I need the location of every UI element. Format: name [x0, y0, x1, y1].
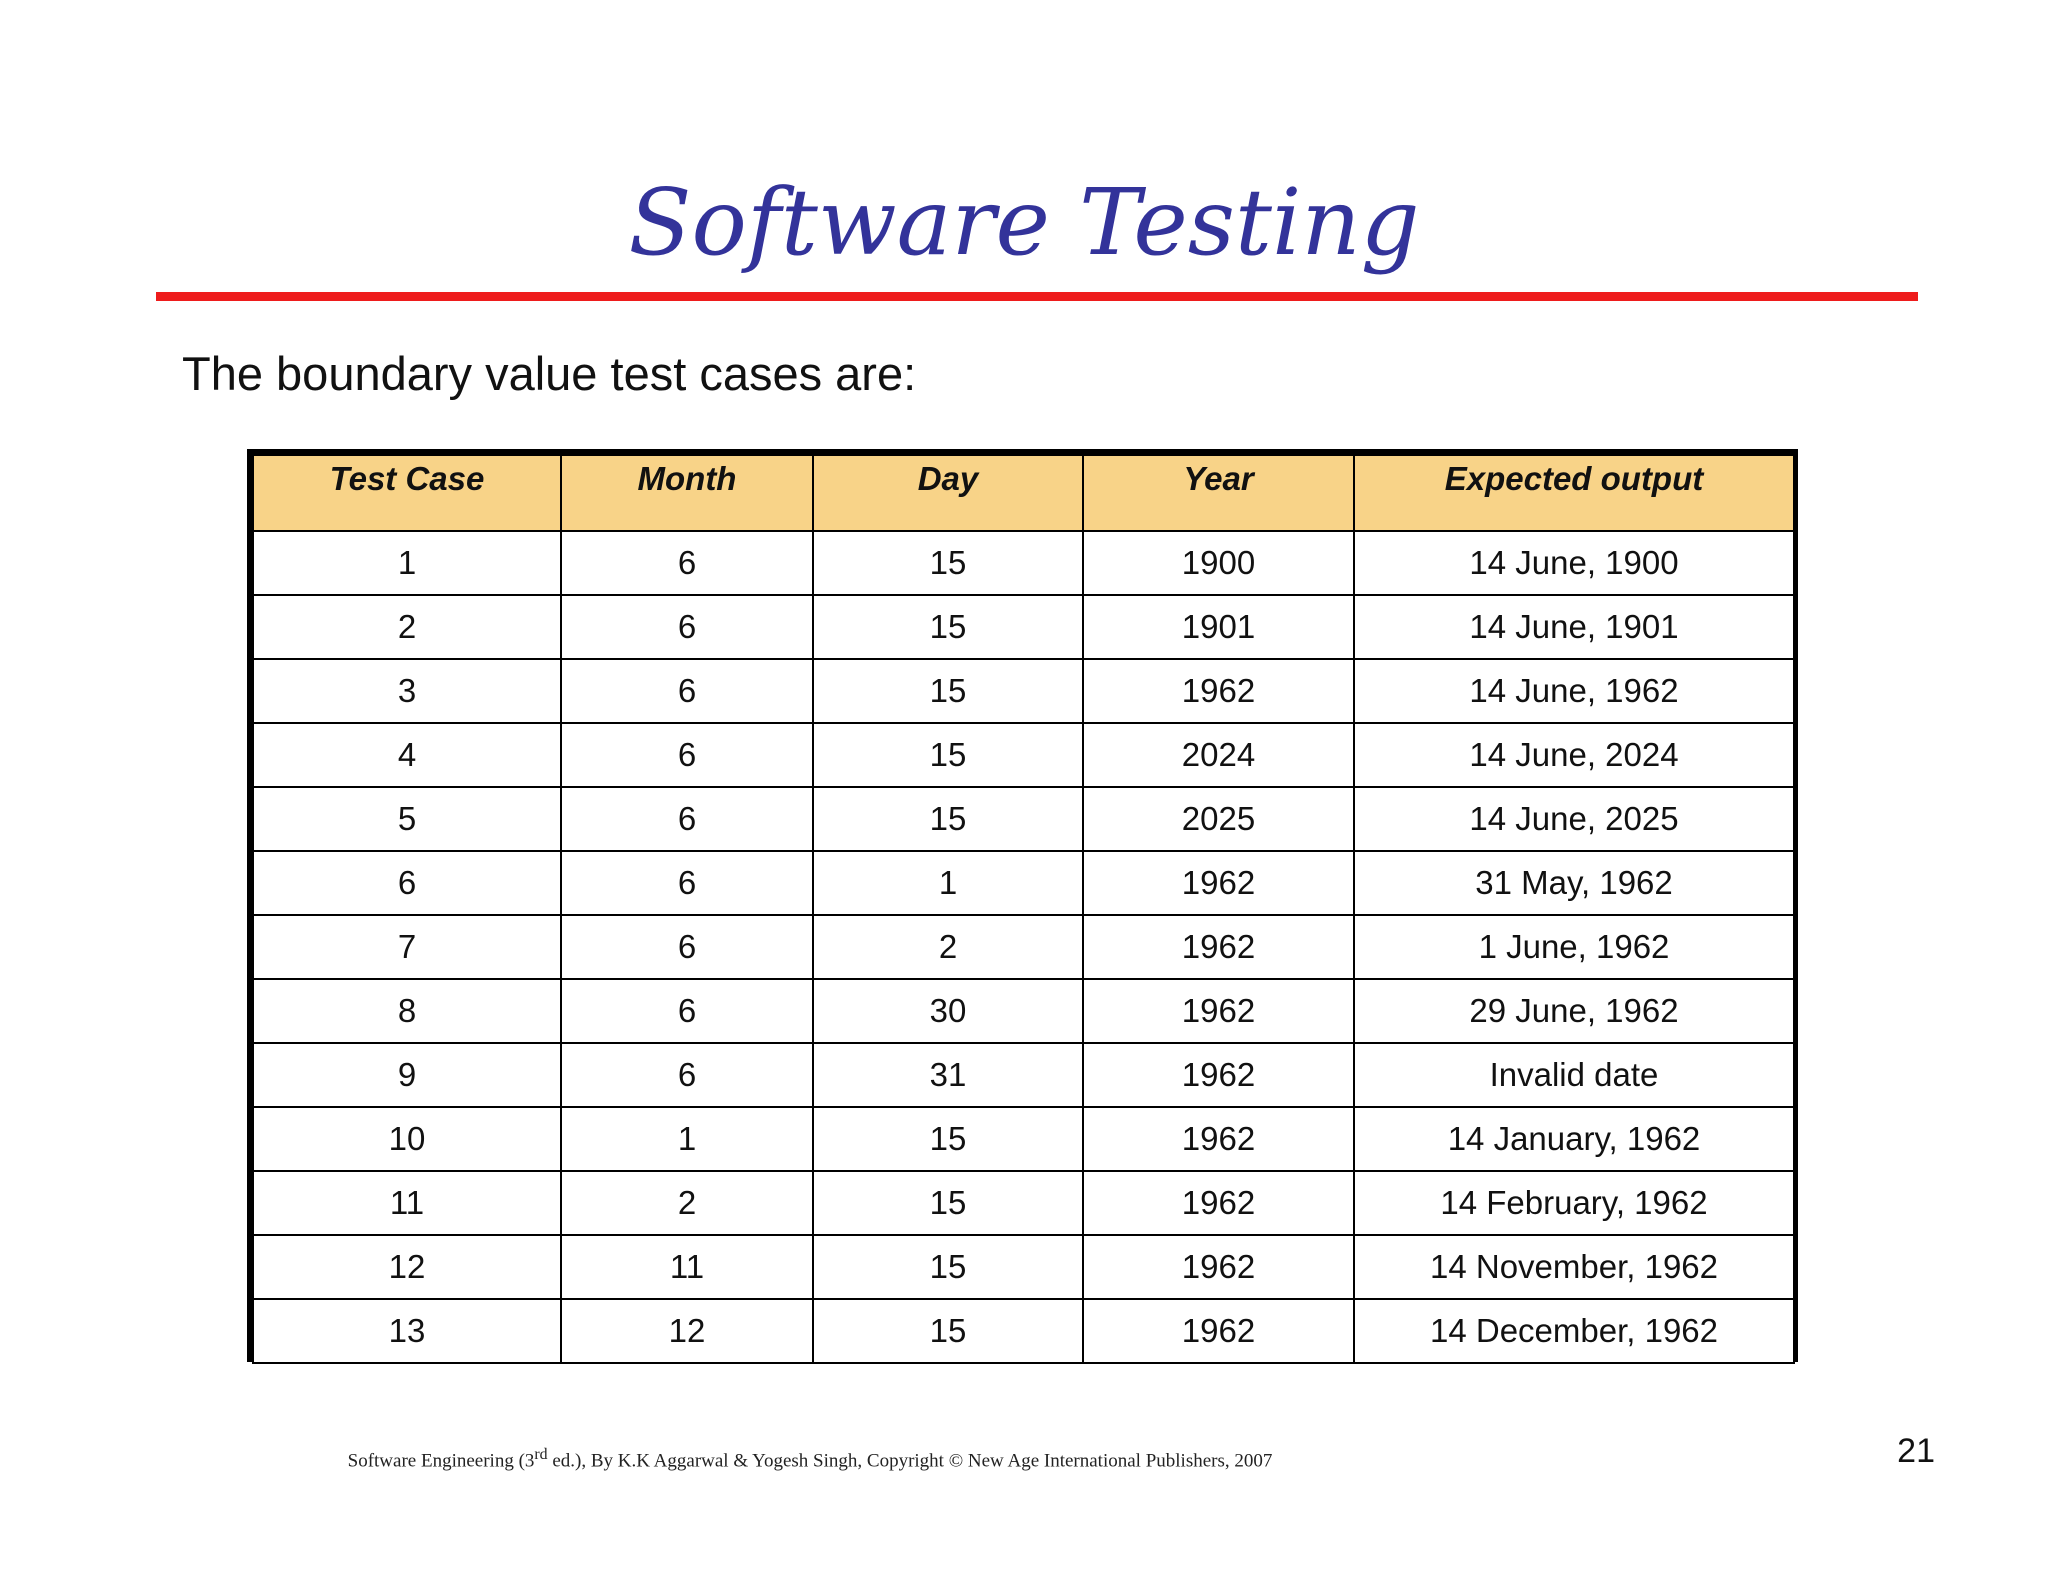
cell-test-case: 5: [252, 786, 562, 852]
footer-prefix: Software Engineering (3: [347, 1450, 535, 1472]
cell-expected-output: 31 May, 1962: [1353, 850, 1795, 916]
header-test-case: Test Case: [252, 454, 562, 532]
cell-expected-output: 14 June, 2024: [1353, 722, 1795, 788]
cell-year: 1962: [1082, 978, 1355, 1044]
header-year: Year: [1082, 454, 1355, 532]
cell-expected-output: Invalid date: [1353, 1042, 1795, 1108]
table-row: 4 6 15 2024 14 June, 2024: [252, 722, 1795, 788]
cell-test-case: 12: [252, 1234, 562, 1300]
cell-test-case: 1: [252, 530, 562, 596]
cell-year: 1962: [1082, 850, 1355, 916]
cell-day: 15: [812, 1234, 1084, 1300]
table-row: 10 1 15 1962 14 January, 1962: [252, 1106, 1795, 1172]
cell-expected-output: 1 June, 1962: [1353, 914, 1795, 980]
table-row: 1 6 15 1900 14 June, 1900: [252, 530, 1795, 596]
slide-title: Software Testing: [628, 169, 1420, 276]
cell-expected-output: 14 December, 1962: [1353, 1298, 1795, 1364]
cell-day: 2: [812, 914, 1084, 980]
cell-month: 6: [560, 786, 814, 852]
cell-year: 1962: [1082, 1234, 1355, 1300]
cell-expected-output: 14 June, 1901: [1353, 594, 1795, 660]
table-body: 1 6 15 1900 14 June, 1900 2 6 15 1901 14 June, 19…: [252, 530, 1795, 1364]
cell-month: 6: [560, 1042, 814, 1108]
cell-day: 15: [812, 658, 1084, 724]
cell-test-case: 11: [252, 1170, 562, 1236]
cell-year: 1962: [1082, 1298, 1355, 1364]
cell-day: 1: [812, 850, 1084, 916]
header-day: Day: [812, 454, 1084, 532]
cell-month: 6: [560, 530, 814, 596]
cell-year: 2025: [1082, 786, 1355, 852]
cell-day: 15: [812, 722, 1084, 788]
footer-suffix: ed.), By K.K Aggarwal & Yogesh Singh, Co…: [547, 1450, 1273, 1472]
cell-day: 15: [812, 1298, 1084, 1364]
cell-test-case: 6: [252, 850, 562, 916]
table-row: 8 6 30 1962 29 June, 1962: [252, 978, 1795, 1044]
test-case-table: Test Case Month Day Year Expected output…: [247, 449, 1798, 1364]
intro-text: The boundary value test cases are:: [182, 347, 917, 400]
cell-year: 1962: [1082, 1042, 1355, 1108]
table-row: 5 6 15 2025 14 June, 2025: [252, 786, 1795, 852]
cell-year: 2024: [1082, 722, 1355, 788]
cell-year: 1900: [1082, 530, 1355, 596]
cell-expected-output: 14 November, 1962: [1353, 1234, 1795, 1300]
cell-month: 6: [560, 914, 814, 980]
cell-month: 2: [560, 1170, 814, 1236]
cell-expected-output: 14 June, 1900: [1353, 530, 1795, 596]
cell-year: 1962: [1082, 1106, 1355, 1172]
cell-month: 6: [560, 978, 814, 1044]
table-header-row: Test Case Month Day Year Expected output: [252, 454, 1795, 532]
cell-day: 30: [812, 978, 1084, 1044]
cell-test-case: 7: [252, 914, 562, 980]
cell-expected-output: 14 February, 1962: [1353, 1170, 1795, 1236]
cell-month: 11: [560, 1234, 814, 1300]
cell-expected-output: 14 June, 2025: [1353, 786, 1795, 852]
cell-test-case: 13: [252, 1298, 562, 1364]
cell-test-case: 3: [252, 658, 562, 724]
footer-citation: Software Engineering (3rd ed.), By K.K A…: [0, 1446, 1620, 1472]
cell-day: 31: [812, 1042, 1084, 1108]
table-row: 11 2 15 1962 14 February, 1962: [252, 1170, 1795, 1236]
cell-test-case: 9: [252, 1042, 562, 1108]
page-number: 21: [1897, 1432, 1935, 1470]
cell-day: 15: [812, 1106, 1084, 1172]
cell-month: 6: [560, 850, 814, 916]
cell-test-case: 10: [252, 1106, 562, 1172]
cell-month: 1: [560, 1106, 814, 1172]
cell-expected-output: 14 January, 1962: [1353, 1106, 1795, 1172]
table-row: 9 6 31 1962 Invalid date: [252, 1042, 1795, 1108]
table-row: 13 12 15 1962 14 December, 1962: [252, 1298, 1795, 1364]
cell-year: 1962: [1082, 1170, 1355, 1236]
cell-day: 15: [812, 1170, 1084, 1236]
cell-year: 1962: [1082, 914, 1355, 980]
header-month: Month: [560, 454, 814, 532]
table-row: 12 11 15 1962 14 November, 1962: [252, 1234, 1795, 1300]
cell-month: 6: [560, 594, 814, 660]
cell-day: 15: [812, 530, 1084, 596]
cell-year: 1901: [1082, 594, 1355, 660]
cell-expected-output: 14 June, 1962: [1353, 658, 1795, 724]
cell-month: 6: [560, 722, 814, 788]
table-row: 6 6 1 1962 31 May, 1962: [252, 850, 1795, 916]
table-row: 2 6 15 1901 14 June, 1901: [252, 594, 1795, 660]
cell-test-case: 8: [252, 978, 562, 1044]
cell-month: 6: [560, 658, 814, 724]
cell-month: 12: [560, 1298, 814, 1364]
cell-year: 1962: [1082, 658, 1355, 724]
title-rule: [156, 292, 1918, 301]
footer-superscript: rd: [534, 1446, 548, 1463]
header-expected-output: Expected output: [1353, 454, 1795, 532]
cell-expected-output: 29 June, 1962: [1353, 978, 1795, 1044]
table-row: 3 6 15 1962 14 June, 1962: [252, 658, 1795, 724]
cell-day: 15: [812, 594, 1084, 660]
cell-day: 15: [812, 786, 1084, 852]
cell-test-case: 2: [252, 594, 562, 660]
cell-test-case: 4: [252, 722, 562, 788]
table-row: 7 6 2 1962 1 June, 1962: [252, 914, 1795, 980]
